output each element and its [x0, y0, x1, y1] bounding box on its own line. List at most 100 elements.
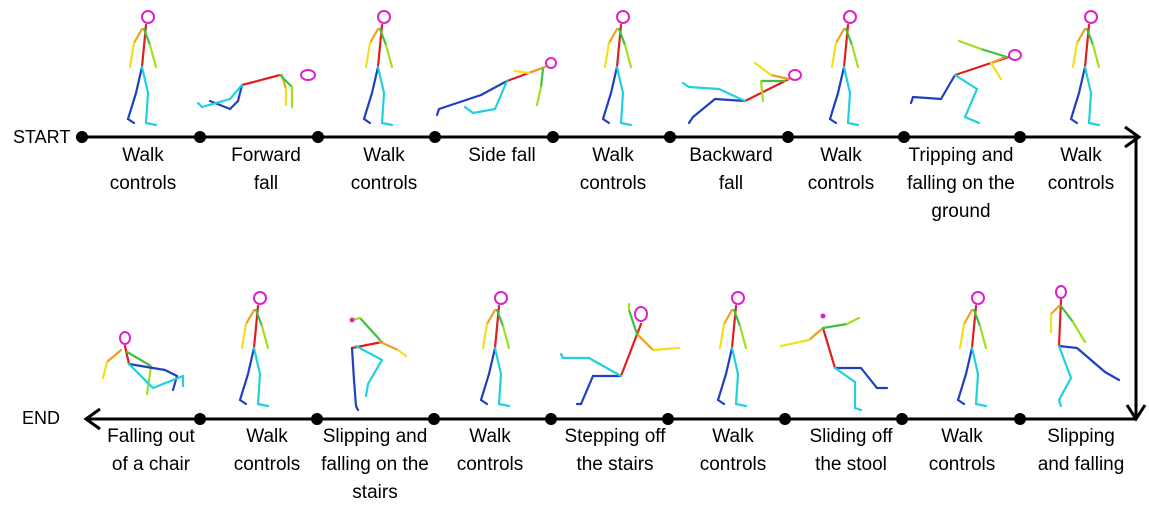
- limb-segment: [953, 73, 979, 91]
- limb-segment: [958, 322, 966, 350]
- timeline-node-bottom-2: [194, 413, 206, 425]
- top-figure-8-tripping: [909, 39, 1022, 125]
- limb-segment: [963, 87, 979, 119]
- limb-segment: [1071, 41, 1079, 69]
- limb-segment: [513, 69, 531, 75]
- limb-segment: [833, 366, 857, 384]
- head-marker: [820, 313, 826, 319]
- limb-segment: [479, 398, 489, 406]
- limb-segment: [724, 346, 734, 376]
- limb-segment: [101, 360, 109, 380]
- top-figure-5-walk: [601, 10, 633, 127]
- limb-segment: [956, 372, 968, 402]
- limb-segment: [396, 348, 408, 358]
- limb-segment: [1071, 320, 1087, 344]
- limb-segment: [358, 316, 382, 342]
- limb-segment: [125, 350, 153, 368]
- limb-segment: [978, 324, 988, 350]
- limb-segment: [619, 91, 625, 125]
- limb-segment: [437, 93, 483, 111]
- head-marker: [971, 291, 985, 305]
- limb-segment: [246, 346, 256, 376]
- top-step-label-1: Walk controls: [109, 145, 177, 194]
- top-figure-7-walk: [828, 10, 860, 127]
- bottom-figure-8-walk: [956, 291, 988, 408]
- limb-segment: [142, 27, 152, 47]
- limb-segment: [1049, 304, 1061, 316]
- limb-segment: [979, 47, 1009, 59]
- head-marker: [1084, 10, 1098, 24]
- limb-segment: [909, 95, 915, 105]
- limb-segment: [1083, 65, 1093, 95]
- bottom-step-label-2: Walk controls: [233, 426, 301, 475]
- limb-segment: [376, 65, 386, 95]
- limb-segment: [487, 346, 497, 376]
- limb-segment: [144, 91, 150, 125]
- limb-segment: [481, 322, 489, 350]
- limb-segment: [716, 372, 728, 402]
- limb-segment: [836, 65, 846, 95]
- top-step-label-7: Walk controls: [807, 145, 875, 194]
- limb-segment: [1087, 121, 1101, 127]
- limb-segment: [497, 402, 511, 408]
- limb-segment: [718, 322, 726, 350]
- end-label: END: [22, 408, 61, 428]
- head-marker: [300, 69, 316, 81]
- limb-segment: [713, 97, 747, 103]
- limb-segment: [734, 402, 748, 408]
- limb-segment: [370, 65, 380, 95]
- limb-segment: [352, 378, 358, 408]
- limb-segment: [615, 65, 625, 95]
- limb-segment: [687, 85, 721, 91]
- top-step-label-3: Walk controls: [350, 145, 418, 194]
- limb-segment: [380, 121, 394, 127]
- bottom-step-label-1: Falling out of a chair: [107, 426, 195, 475]
- limb-segment: [256, 402, 270, 408]
- limb-segment: [364, 41, 372, 69]
- limb-segment: [844, 27, 854, 47]
- limb-segment: [972, 308, 982, 328]
- limb-segment: [779, 338, 811, 348]
- timeline-node-top-7: [782, 131, 794, 143]
- limb-segment: [260, 324, 270, 350]
- timeline-node-top-3: [312, 131, 324, 143]
- limb-segment: [240, 73, 282, 87]
- head-marker: [843, 10, 857, 24]
- limb-segment: [607, 27, 619, 45]
- limb-segment: [535, 85, 543, 107]
- timeline-node-top-1: [76, 131, 88, 143]
- limb-segment: [354, 344, 384, 362]
- limb-segment: [463, 105, 475, 115]
- limb-segment: [846, 121, 860, 127]
- top-step-label-4: Side fall: [468, 145, 536, 166]
- bottom-figure-2-walk: [238, 291, 270, 408]
- limb-segment: [1059, 304, 1075, 324]
- timeline-nodes: [76, 131, 1026, 425]
- limb-segment: [830, 41, 838, 69]
- timeline-node-top-2: [194, 131, 206, 143]
- limb-segment: [208, 99, 232, 111]
- limb-segment: [228, 83, 244, 101]
- limb-segment: [196, 101, 204, 109]
- limb-segment: [743, 77, 791, 103]
- bottom-figure-9-slip-fall: [1049, 285, 1121, 408]
- bottom-figure-7-stool-slide: [779, 313, 889, 412]
- limb-segment: [495, 308, 505, 328]
- limb-segment: [1085, 27, 1095, 47]
- bottom-step-label-3: Slipping and falling on the stairs: [321, 426, 429, 503]
- limb-segment: [127, 362, 155, 390]
- limb-segment: [435, 107, 441, 117]
- limb-segment: [126, 117, 136, 125]
- limb-segment: [1057, 398, 1063, 408]
- limb-segment: [759, 79, 765, 103]
- timeline-node-bottom-5: [545, 413, 557, 425]
- limb-segment: [240, 322, 248, 350]
- head-marker: [731, 291, 745, 305]
- head-marker: [616, 10, 630, 24]
- limb-segment: [623, 43, 633, 69]
- limb-segment: [956, 398, 966, 406]
- limb-segment: [126, 91, 138, 121]
- limb-segment: [962, 308, 974, 326]
- timeline-node-bottom-3: [311, 413, 323, 425]
- limb-segment: [738, 324, 748, 350]
